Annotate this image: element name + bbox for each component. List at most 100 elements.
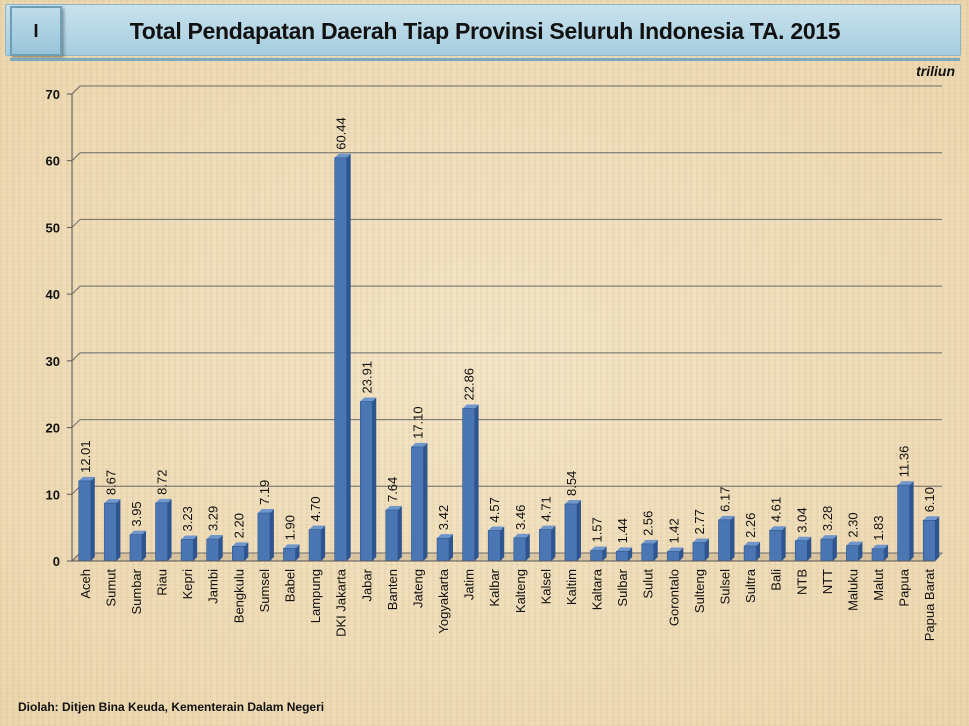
bar-top	[411, 442, 428, 447]
value-label: 2.20	[231, 513, 246, 538]
bar-side	[653, 539, 658, 561]
bar-top	[78, 476, 95, 481]
bar-top	[692, 538, 709, 543]
value-label: 7.64	[385, 477, 400, 502]
bar-side	[167, 498, 172, 561]
bar-side	[704, 538, 709, 561]
bar-top	[923, 516, 940, 521]
y-tick-label: 10	[46, 487, 60, 502]
bar	[590, 550, 603, 562]
category-label: Babel	[283, 569, 298, 602]
value-label: 4.61	[769, 497, 784, 522]
bar-side	[295, 544, 300, 561]
bar-top	[488, 526, 505, 531]
unit-label: triliun	[916, 63, 955, 79]
category-label: Sulteng	[692, 569, 707, 613]
category-label: NTT	[820, 569, 835, 594]
bar-top	[257, 509, 274, 514]
value-label: 4.71	[538, 496, 553, 521]
bar	[334, 157, 347, 562]
bar-top	[155, 498, 172, 503]
gridline-depth	[71, 352, 81, 362]
value-label: 3.42	[436, 505, 451, 530]
bar-side	[218, 535, 223, 561]
bar-top	[872, 544, 889, 549]
bar-side	[372, 397, 377, 561]
bar-top	[846, 541, 863, 546]
bar-side	[909, 481, 914, 561]
y-tick-label: 40	[46, 287, 60, 302]
bar-top	[667, 547, 684, 552]
value-label: 3.95	[129, 501, 144, 526]
category-label: Bengkulu	[231, 569, 246, 623]
title-underline	[10, 58, 960, 61]
category-label: Sumut	[103, 569, 118, 607]
bar-top	[744, 541, 761, 546]
bar-top	[769, 526, 786, 531]
bar-top	[718, 515, 735, 520]
bar-side	[346, 153, 351, 561]
value-label: 4.70	[308, 496, 323, 521]
bar	[615, 551, 629, 562]
bar-side	[269, 509, 274, 561]
bar-top	[385, 506, 402, 511]
value-label: 17.10	[410, 406, 425, 439]
bar	[104, 502, 117, 562]
value-label: 11.36	[897, 446, 912, 478]
bar	[232, 546, 245, 562]
bar-top	[462, 404, 479, 409]
bar-top	[360, 397, 377, 402]
category-label: Malut	[871, 569, 886, 601]
category-label: Kaltim	[564, 569, 579, 605]
bar	[487, 530, 501, 562]
bar	[641, 543, 655, 562]
bar-top	[283, 544, 300, 549]
bar-top	[104, 499, 121, 504]
bar-top	[206, 535, 223, 540]
gridline-depth	[71, 419, 81, 428]
value-label: 1.83	[871, 515, 886, 540]
gridline-depth	[71, 152, 81, 162]
bar-top	[820, 535, 837, 540]
value-label: 2.56	[641, 511, 656, 536]
category-label: Sumsel	[257, 569, 272, 612]
bar-side	[679, 547, 684, 561]
bar	[897, 484, 910, 562]
category-label: Sulbar	[615, 568, 630, 606]
value-label: 7.19	[257, 480, 272, 505]
bar-side	[756, 541, 761, 561]
category-label: Jambi	[206, 569, 221, 604]
bar-side	[525, 533, 530, 561]
category-label: Banten	[385, 569, 400, 610]
y-tick-label: 30	[46, 354, 60, 369]
bar-side	[807, 536, 812, 561]
bar	[155, 502, 168, 562]
bar	[180, 539, 194, 562]
bar-side	[423, 442, 428, 561]
bar-top	[181, 535, 198, 540]
bar	[206, 538, 220, 562]
page-title: Total Pendapatan Daerah Tiap Provinsi Se…	[129, 17, 841, 44]
category-label: Sumbar	[129, 568, 144, 614]
bar-side	[244, 542, 249, 561]
bar-top	[129, 530, 146, 535]
value-label: 8.54	[564, 471, 579, 496]
bar	[308, 529, 322, 562]
value-label: 3.29	[206, 506, 221, 531]
bar	[922, 520, 936, 562]
bar	[871, 548, 885, 562]
bar	[692, 542, 706, 562]
bar-side	[628, 547, 633, 561]
bar	[436, 537, 450, 562]
bar-side	[193, 535, 198, 561]
value-label: 4.57	[487, 497, 502, 522]
bar-top	[437, 534, 454, 539]
y-tick-label: 50	[46, 220, 60, 235]
category-label: Jateng	[410, 569, 425, 608]
bar-top	[232, 542, 249, 547]
value-label: 3.04	[794, 507, 809, 532]
bar-side	[935, 516, 940, 561]
bar	[257, 512, 271, 562]
y-tick-label: 20	[46, 421, 60, 436]
bar-side	[321, 525, 326, 561]
